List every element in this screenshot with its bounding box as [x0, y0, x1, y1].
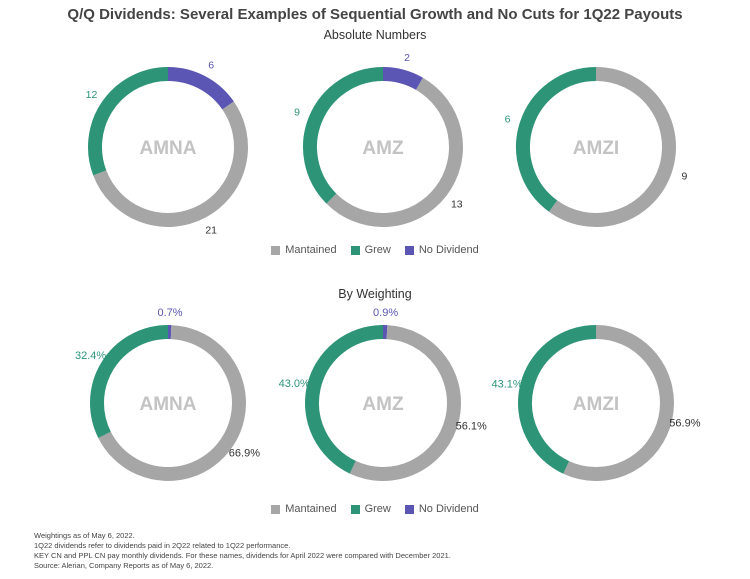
donut-center-label-amz: AMZ	[362, 394, 404, 415]
data-label-amz-mantained: 56.1%	[456, 420, 487, 432]
donut-segment-amzi-grew	[518, 325, 597, 474]
legend-item-no-dividend: No Dividend	[404, 244, 479, 256]
donut-charts-absolute: 6 21 12 AMNA 2 13 9 AMZ 9 6 AMZI	[86, 52, 688, 236]
legend-label: Grew	[364, 503, 391, 515]
donut-segment-amna-grew	[90, 325, 169, 438]
legend-absolute: Mantained Grew No Dividend	[0, 244, 750, 256]
footnotes: Weightings as of May 6, 2022. 1Q22 divid…	[34, 531, 451, 571]
data-label-amzi-grew: 43.1%	[491, 378, 522, 390]
data-label-amz-no-dividend: 0.9%	[373, 307, 398, 319]
legend-swatch-mantained	[271, 245, 281, 255]
chart-title: Q/Q Dividends: Several Examples of Seque…	[67, 6, 683, 23]
legend-label: Mantained	[285, 503, 337, 515]
footnote: 1Q22 dividends refer to dividends paid i…	[34, 541, 291, 550]
donut-segment-amz-mantained	[349, 325, 461, 481]
legend-swatch-grew	[350, 245, 360, 255]
legend-swatch-mantained	[271, 504, 281, 514]
footnote: Weightings as of May 6, 2022.	[34, 531, 135, 540]
donut-center-label-amzi: AMZI	[573, 138, 619, 159]
donut-segment-amzi-mantained	[548, 67, 676, 227]
donut-segment-amz-mantained	[326, 77, 463, 227]
section-title-absolute: Absolute Numbers	[323, 28, 427, 42]
legend-label: No Dividend	[418, 503, 479, 515]
donut-center-label-amna: AMNA	[140, 138, 197, 159]
section-title-weighting: By Weighting	[338, 287, 412, 301]
footnote: KEY CN and PPL CN pay monthly dividends.…	[34, 551, 451, 560]
legend-label: Grew	[364, 244, 391, 256]
legend-swatch-grew	[350, 504, 360, 514]
data-label-amzi-grew: 6	[505, 113, 511, 125]
data-label-amna-grew: 32.4%	[75, 350, 106, 362]
data-label-amna-no-dividend: 6	[208, 60, 214, 72]
data-label-amz-grew: 9	[294, 106, 300, 118]
donut-center-label-amz: AMZ	[362, 138, 404, 159]
legend-label: No Dividend	[418, 244, 479, 256]
legend-item-mantained: Mantained	[271, 503, 337, 515]
donut-segment-amz-grew	[305, 325, 384, 474]
donut-segment-amz-grew	[303, 67, 384, 204]
donut-segment-amna-grew	[88, 67, 169, 176]
data-label-amzi-mantained: 56.9%	[669, 418, 700, 430]
donut-center-label-amna: AMNA	[140, 394, 197, 415]
data-label-amna-mantained: 66.9%	[229, 448, 260, 460]
legend-item-grew: Grew	[350, 244, 391, 256]
footnote: Source: Alerian, Company Reports as of M…	[34, 561, 214, 570]
donut-segment-amzi-mantained	[563, 325, 674, 481]
data-label-amz-mantained: 13	[451, 199, 463, 211]
legend-weighting: Mantained Grew No Dividend	[0, 503, 750, 515]
data-label-amna-mantained: 21	[205, 224, 217, 236]
legend-item-grew: Grew	[350, 503, 391, 515]
legend-swatch-no-dividend	[404, 245, 414, 255]
legend-label: Mantained	[285, 244, 337, 256]
donut-charts-weighting: 0.7% 66.9% 32.4% AMNA 0.9% 56.1% 43.0% AMZ 56.9%…	[75, 307, 701, 481]
legend-item-no-dividend: No Dividend	[404, 503, 479, 515]
data-label-amna-no-dividend: 0.7%	[157, 307, 182, 319]
donut-segment-amz-no-dividend	[382, 67, 423, 90]
donut-segment-amzi-grew	[516, 67, 597, 212]
legend-swatch-no-dividend	[404, 504, 414, 514]
donut-center-label-amzi: AMZI	[573, 394, 619, 415]
data-label-amna-grew: 12	[86, 89, 98, 101]
data-label-amz-grew: 43.0%	[279, 378, 310, 390]
legend-item-mantained: Mantained	[271, 244, 337, 256]
data-label-amz-no-dividend: 2	[404, 52, 410, 64]
donut-segment-amna-mantained	[98, 325, 246, 481]
donut-segment-amna-mantained	[93, 101, 248, 227]
data-label-amzi-mantained: 9	[681, 171, 687, 183]
donut-segment-amna-no-dividend	[167, 67, 234, 110]
